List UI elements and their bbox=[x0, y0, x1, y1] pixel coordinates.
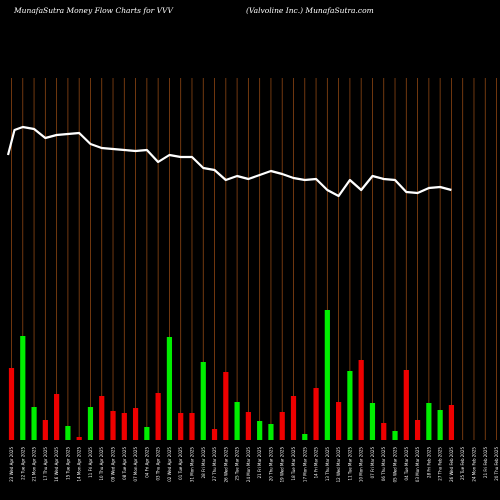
money-flow-bar bbox=[437, 410, 443, 440]
x-tick-label: 11 Fri Apr 2025 bbox=[88, 447, 93, 478]
money-flow-bar bbox=[381, 423, 387, 440]
x-tick-label: 20 Thu Feb 2025 bbox=[494, 447, 499, 481]
x-tick-label: 08 Tue Apr 2025 bbox=[122, 447, 127, 480]
chart-title: MunafaSutra Money Flow Charts for VVV bbox=[14, 6, 173, 15]
money-flow-bar bbox=[257, 421, 263, 440]
money-flow-bar bbox=[369, 403, 376, 440]
x-tick-label: 15 Tue Apr 2025 bbox=[65, 447, 70, 480]
chart-site-name: (Valvoline Inc.) MunafaSutra.com bbox=[246, 6, 374, 15]
money-flow-bar bbox=[155, 393, 161, 440]
money-flow-bar bbox=[403, 370, 409, 440]
money-flow-bar bbox=[358, 360, 364, 440]
money-flow-bar bbox=[200, 362, 206, 440]
x-tick-label: 09 Wed Apr 2025 bbox=[111, 447, 116, 482]
x-tick-label: 25 Tue Feb 2025 bbox=[460, 447, 465, 480]
x-tick-label: 05 Wed Mar 2025 bbox=[393, 447, 398, 483]
x-tick-label: 19 Wed Mar 2025 bbox=[280, 447, 285, 483]
money-flow-bar bbox=[426, 403, 432, 440]
money-flow-bar bbox=[223, 372, 229, 440]
x-tick-label: 02 Wed Apr 2025 bbox=[167, 447, 172, 482]
x-tick-label: 10 Mon Mar 2025 bbox=[359, 447, 364, 483]
x-tick-label: 21 Mon Apr 2025 bbox=[32, 447, 37, 482]
money-flow-bar bbox=[302, 434, 308, 440]
money-flow-bar bbox=[268, 424, 274, 440]
volume-bars bbox=[8, 310, 455, 440]
money-flow-bar bbox=[178, 413, 184, 440]
x-tick-label: 24 Mon Feb 2025 bbox=[471, 447, 476, 482]
x-tick-label: 27 Thu Mar 2025 bbox=[212, 447, 217, 482]
x-tick-label: 27 Thu Feb 2025 bbox=[438, 447, 443, 481]
money-flow-bar bbox=[144, 427, 150, 440]
money-flow-bar bbox=[42, 420, 48, 440]
money-flow-bar bbox=[54, 394, 60, 440]
money-flow-bar bbox=[110, 411, 116, 440]
price-line-group bbox=[6, 125, 452, 198]
x-tick-label: 17 Mon Mar 2025 bbox=[302, 447, 307, 483]
money-flow-bar bbox=[166, 337, 173, 440]
x-tick-label: 28 Fri Feb 2025 bbox=[426, 447, 431, 478]
x-tick-label: 13 Thu Mar 2025 bbox=[325, 447, 330, 482]
x-tick-label: 04 Fri Apr 2025 bbox=[144, 447, 149, 478]
x-tick-label: 14 Mon Apr 2025 bbox=[77, 447, 82, 482]
x-axis-labels: 23 Wed Apr 2025 22 Tue Apr 2025 21 Mon Apr… bbox=[9, 447, 499, 483]
money-flow-bar bbox=[31, 407, 37, 440]
x-tick-label: 18 Tue Mar 2025 bbox=[291, 447, 296, 481]
money-flow-bar bbox=[336, 402, 342, 440]
x-tick-label: 01 Tue Apr 2025 bbox=[178, 447, 183, 480]
x-tick-label: 25 Tue Mar 2025 bbox=[235, 447, 240, 481]
money-flow-bar bbox=[121, 413, 127, 440]
money-flow-bar bbox=[189, 413, 195, 440]
money-flow-bar bbox=[448, 405, 455, 440]
x-tick-label: 23 Wed Apr 2025 bbox=[9, 447, 14, 482]
x-tick-label: 21 Fri Mar 2025 bbox=[257, 447, 262, 479]
x-tick-label: 26 Wed Feb 2025 bbox=[449, 447, 454, 482]
x-tick-label: 06 Thu Mar 2025 bbox=[381, 447, 386, 482]
money-flow-bar bbox=[290, 396, 297, 440]
x-tick-label: 07 Mon Apr 2025 bbox=[133, 447, 138, 482]
money-flow-bar bbox=[99, 396, 105, 440]
x-tick-label: 21 Fri Feb 2025 bbox=[483, 447, 488, 478]
x-tick-label: 20 Thu Mar 2025 bbox=[268, 447, 273, 482]
x-tick-label: 31 Mon Mar 2025 bbox=[189, 447, 194, 483]
money-flow-bar bbox=[76, 437, 82, 440]
money-flow-bar bbox=[347, 371, 353, 440]
money-flow-bar bbox=[392, 431, 398, 440]
money-flow-bar bbox=[20, 336, 26, 440]
x-tick-label: 04 Tue Mar 2025 bbox=[404, 447, 409, 481]
x-tick-label: 03 Thu Apr 2025 bbox=[156, 447, 161, 481]
money-flow-bar bbox=[234, 402, 240, 440]
x-tick-label: 12 Wed Mar 2025 bbox=[336, 447, 341, 483]
money-flow-bar bbox=[87, 407, 94, 440]
x-tick-label: 26 Wed Mar 2025 bbox=[223, 447, 228, 483]
money-flow-bar bbox=[132, 408, 139, 440]
money-flow-bar bbox=[279, 412, 285, 440]
x-tick-label: 07 Fri Mar 2025 bbox=[370, 447, 375, 479]
gridlines bbox=[11, 78, 497, 440]
x-tick-label: 11 Tue Mar 2025 bbox=[347, 447, 352, 481]
x-tick-label: 22 Tue Apr 2025 bbox=[20, 447, 25, 480]
x-tick-label: 10 Thu Apr 2025 bbox=[99, 447, 104, 481]
x-tick-label: 03 Mon Mar 2025 bbox=[415, 447, 420, 483]
money-flow-bar bbox=[245, 412, 251, 440]
money-flow-bar bbox=[313, 388, 319, 440]
x-tick-label: 28 Fri Mar 2025 bbox=[201, 447, 206, 479]
x-tick-label: 14 Fri Mar 2025 bbox=[314, 447, 319, 479]
money-flow-bar bbox=[65, 426, 71, 440]
money-flow-bar bbox=[8, 368, 15, 440]
x-tick-label: 24 Mon Mar 2025 bbox=[246, 447, 251, 483]
x-tick-label: 17 Thu Apr 2025 bbox=[43, 447, 48, 481]
price-line bbox=[6, 125, 452, 198]
money-flow-bar bbox=[414, 420, 421, 440]
money-flow-bar bbox=[324, 310, 330, 440]
x-tick-label: 16 Wed Apr 2025 bbox=[54, 447, 59, 482]
money-flow-bar bbox=[211, 429, 218, 440]
